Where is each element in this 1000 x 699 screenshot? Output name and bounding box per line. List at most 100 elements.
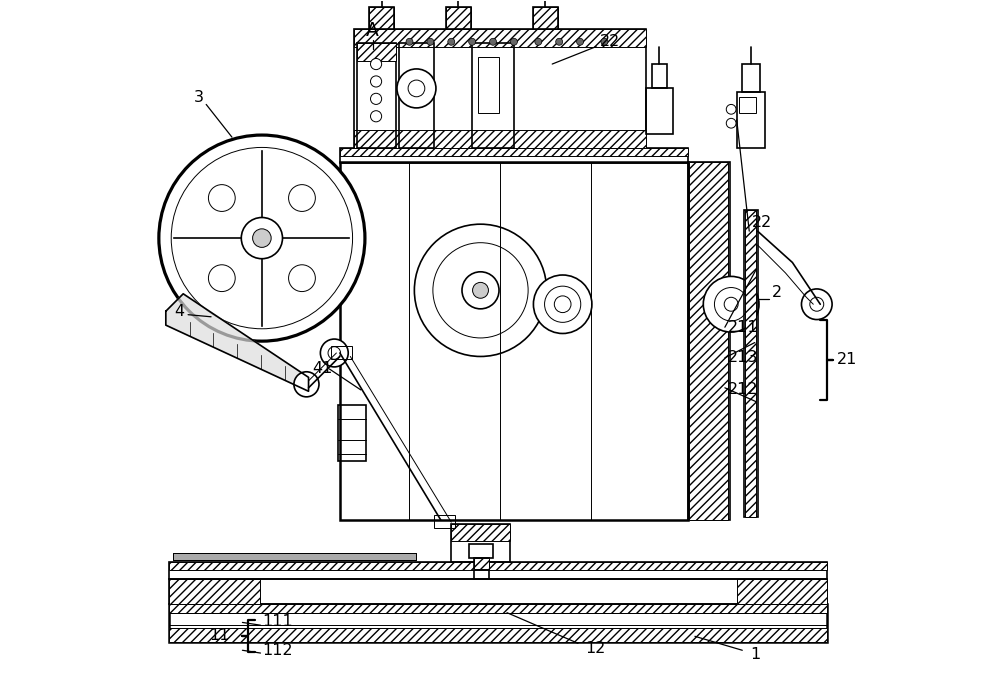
Bar [354,29,646,147]
Bar [446,7,471,29]
Bar [478,57,499,113]
Bar [451,524,510,562]
Bar [533,7,558,29]
Bar [169,604,827,612]
Bar [688,161,730,520]
Polygon shape [166,294,309,391]
Circle shape [159,135,365,341]
Text: 3: 3 [194,90,204,105]
Text: A: A [366,21,379,40]
Bar [737,92,765,147]
Circle shape [554,296,571,312]
Bar [173,554,416,561]
Circle shape [473,282,488,298]
Bar [169,579,260,604]
Bar [652,64,667,88]
Circle shape [462,272,499,309]
Text: 21: 21 [837,352,857,368]
Circle shape [577,38,584,45]
Bar [745,210,756,517]
Circle shape [703,276,759,332]
Circle shape [726,104,736,114]
Bar [533,7,558,29]
Bar [169,604,827,642]
Bar [742,64,760,92]
Bar [739,97,756,113]
Bar [689,161,728,520]
Circle shape [810,297,824,311]
Text: 22: 22 [600,34,621,49]
Bar [474,559,489,579]
Circle shape [724,297,738,311]
Circle shape [371,110,382,122]
Bar [354,29,646,47]
Circle shape [427,38,434,45]
Bar [369,7,394,29]
Bar [369,7,394,29]
Bar [646,88,673,134]
Circle shape [433,243,528,338]
Circle shape [406,38,413,45]
Circle shape [371,93,382,104]
Circle shape [535,38,542,45]
Circle shape [294,372,319,397]
Circle shape [490,38,497,45]
Text: 11: 11 [209,628,230,644]
Bar [737,579,827,604]
Circle shape [408,80,425,96]
Bar [357,43,396,147]
Circle shape [601,38,608,45]
Circle shape [726,118,736,128]
Circle shape [556,38,563,45]
Circle shape [328,347,341,359]
Bar [340,147,688,156]
Circle shape [714,287,748,321]
Bar [340,147,688,163]
Bar [169,562,827,579]
Text: 211: 211 [728,319,759,335]
Text: 22: 22 [752,215,772,230]
Text: 41: 41 [312,361,332,377]
Bar [472,43,514,147]
Text: 212: 212 [728,382,759,397]
Circle shape [289,265,315,291]
Bar [744,210,758,517]
Bar [434,515,455,528]
Bar [169,628,827,642]
Circle shape [208,265,235,291]
Text: 12: 12 [585,642,605,656]
Bar [169,579,827,604]
Bar [474,559,489,569]
Circle shape [510,38,517,45]
Bar [357,43,396,61]
Circle shape [448,38,455,45]
Bar [446,7,471,29]
Circle shape [414,224,547,356]
Text: 112: 112 [262,643,293,658]
Circle shape [545,286,581,322]
Bar [340,161,688,520]
Text: 111: 111 [262,614,293,628]
Circle shape [533,275,592,333]
Bar [399,43,434,147]
Text: 213: 213 [728,350,759,366]
Circle shape [801,289,832,319]
Bar [354,130,646,147]
Circle shape [397,69,436,108]
Circle shape [320,339,348,367]
Circle shape [371,76,382,87]
Bar [469,545,493,559]
Bar [338,405,366,461]
Circle shape [208,185,235,211]
Bar [451,524,510,541]
Bar [331,346,352,359]
Circle shape [241,217,283,259]
Circle shape [253,229,271,247]
Bar [173,554,416,561]
Bar [169,562,827,570]
Circle shape [171,147,353,329]
Circle shape [469,38,476,45]
Circle shape [289,185,315,211]
Circle shape [371,59,382,70]
Text: 2: 2 [772,285,782,300]
